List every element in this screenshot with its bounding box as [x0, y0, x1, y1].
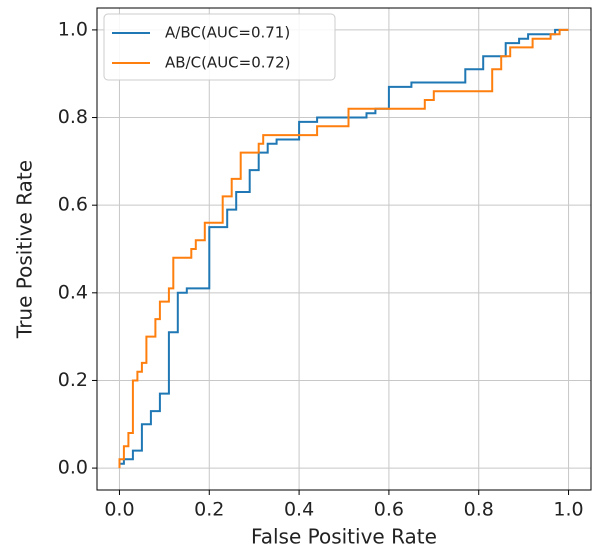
x-tick-label: 0.6	[374, 499, 404, 521]
x-tick-label: 0.4	[284, 499, 314, 521]
legend-label: AB/C(AUC=0.72)	[165, 54, 290, 72]
legend-label: A/BC(AUC=0.71)	[165, 24, 290, 42]
x-tick-label: 1.0	[553, 499, 583, 521]
y-tick-label: 0.4	[58, 281, 88, 303]
x-tick-label: 0.2	[194, 499, 224, 521]
roc-curve	[118, 28, 569, 469]
roc-curve	[118, 28, 569, 469]
legend-box	[103, 13, 336, 81]
y-axis-label: True Positive Rate	[13, 160, 37, 339]
y-tick-label: 1.0	[58, 18, 88, 40]
y-tick-label: 0.6	[58, 194, 88, 216]
x-tick-label: 0.8	[464, 499, 494, 521]
y-tick-label: 0.0	[58, 457, 88, 479]
plot-frame	[96, 7, 592, 491]
x-axis-label: False Positive Rate	[251, 525, 437, 549]
y-tick-label: 0.8	[58, 106, 88, 128]
x-tick-label: 0.0	[104, 499, 134, 521]
y-tick-label: 0.2	[58, 369, 88, 391]
